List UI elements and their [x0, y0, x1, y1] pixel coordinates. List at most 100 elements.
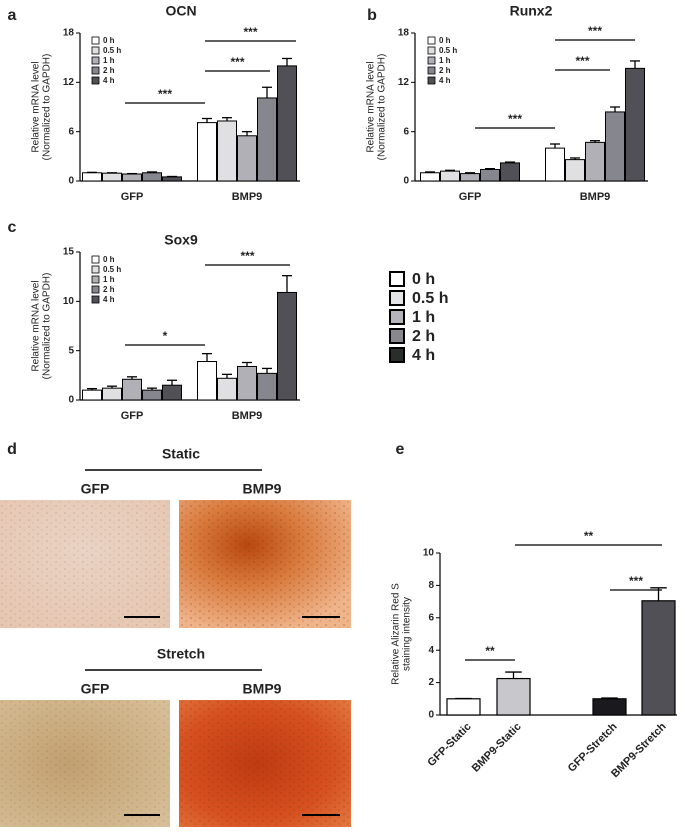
- bar: [83, 173, 102, 181]
- error-bar: [167, 380, 177, 385]
- chart-title: Sox9: [164, 232, 198, 248]
- x-tick-label: GFP: [121, 191, 144, 203]
- error-bar: [242, 132, 252, 136]
- y-tick-label: 5: [68, 345, 74, 356]
- error-bar: [222, 374, 232, 378]
- error-bar: [282, 276, 292, 293]
- legend-label: 1 h: [103, 56, 115, 65]
- bar: [103, 388, 122, 400]
- significance-label: ***: [575, 54, 589, 68]
- y-tick-label: 0: [428, 710, 434, 721]
- error-bar: [202, 119, 212, 123]
- x-tick-label: BMP9-Static: [470, 721, 524, 775]
- legend-swatch: [428, 47, 435, 54]
- legend-label: 0.5 h: [412, 290, 448, 307]
- micrograph-texture: [0, 500, 170, 628]
- bar: [566, 160, 585, 181]
- legend-swatch: [428, 77, 435, 84]
- bar: [421, 173, 440, 181]
- bar: [606, 112, 625, 181]
- y-axis-label: Relative Alizarin Red S: [391, 583, 402, 685]
- bar: [143, 390, 162, 400]
- legend-label: 0.5 h: [103, 265, 121, 274]
- y-tick-label: 18: [398, 28, 410, 39]
- error-bar: [262, 368, 272, 373]
- y-tick-label: 18: [63, 28, 75, 39]
- bar: [626, 68, 645, 181]
- micrograph-texture: [0, 700, 170, 827]
- legend-swatch: [428, 57, 435, 64]
- bar: [441, 171, 460, 181]
- bar: [103, 173, 122, 181]
- legend-label: 1 h: [103, 275, 115, 284]
- legend-label: 0 h: [412, 271, 435, 288]
- y-tick-label: 15: [63, 247, 75, 258]
- significance-label: **: [584, 529, 594, 543]
- y-axis-label: Relative mRNA level: [31, 280, 42, 371]
- y-tick-label: 8: [428, 580, 434, 591]
- legend-label: 0.5 h: [103, 46, 121, 55]
- column-label: GFP: [81, 681, 110, 697]
- x-tick-label: BMP9: [580, 191, 611, 203]
- legend-label: 2 h: [103, 285, 115, 294]
- error-bar: [550, 144, 560, 148]
- legend-swatch: [428, 37, 435, 44]
- legend-swatch: [390, 329, 404, 343]
- y-axis-label: Relative mRNA level: [31, 61, 42, 152]
- row-title: Static: [162, 446, 200, 462]
- y-tick-label: 0: [68, 176, 74, 187]
- y-tick-label: 2: [428, 677, 434, 688]
- legend-label: 4 h: [412, 347, 435, 364]
- bar: [123, 379, 142, 400]
- y-tick-label: 4: [428, 645, 434, 656]
- legend-swatch: [92, 67, 99, 74]
- bar: [461, 174, 480, 181]
- error-bar: [282, 58, 292, 65]
- micrograph-texture: [179, 500, 351, 628]
- column-label: BMP9: [243, 481, 282, 497]
- bar: [278, 292, 297, 400]
- micrograph-texture: [179, 700, 351, 827]
- bar: [238, 366, 257, 400]
- bar: [198, 123, 217, 181]
- panel-label: d: [7, 441, 17, 458]
- y-axis-label: staining intensity: [402, 597, 413, 671]
- y-axis-label: (Normalized to GAPDH): [42, 54, 53, 161]
- legend-label: 1 h: [439, 56, 451, 65]
- error-bar: [262, 87, 272, 98]
- panel-label: b: [367, 7, 377, 24]
- row-title: Stretch: [157, 646, 205, 662]
- legend-label: 0 h: [103, 255, 115, 264]
- bar: [278, 66, 297, 181]
- legend-swatch: [390, 310, 404, 324]
- bar: [497, 679, 530, 715]
- legend-label: 4 h: [439, 76, 451, 85]
- error-bar: [630, 61, 640, 68]
- y-axis-label: (Normalized to GAPDH): [42, 273, 53, 380]
- y-tick-label: 12: [398, 77, 410, 88]
- legend-label: 4 h: [103, 76, 115, 85]
- significance-label: ***: [588, 24, 602, 38]
- bar: [143, 173, 162, 181]
- bar: [238, 136, 257, 181]
- bar: [447, 699, 480, 715]
- y-axis-label: Relative mRNA level: [366, 61, 377, 152]
- legend-swatch: [92, 296, 99, 303]
- legend-swatch: [390, 272, 404, 286]
- chart-title: Runx2: [510, 3, 553, 19]
- legend-label: 2 h: [412, 328, 435, 345]
- panel-label: c: [8, 219, 17, 236]
- x-tick-label: GFP: [459, 191, 482, 203]
- column-label: GFP: [81, 481, 110, 497]
- legend-label: 4 h: [103, 295, 115, 304]
- legend-swatch: [92, 37, 99, 44]
- y-tick-label: 0: [68, 395, 74, 406]
- significance-label: ***: [508, 112, 522, 126]
- y-tick-label: 12: [63, 77, 75, 88]
- x-tick-label: GFP-Static: [425, 721, 473, 769]
- legend-swatch: [92, 286, 99, 293]
- legend-swatch: [92, 47, 99, 54]
- bar: [642, 601, 675, 715]
- legend-swatch: [92, 276, 99, 283]
- bar: [501, 163, 520, 181]
